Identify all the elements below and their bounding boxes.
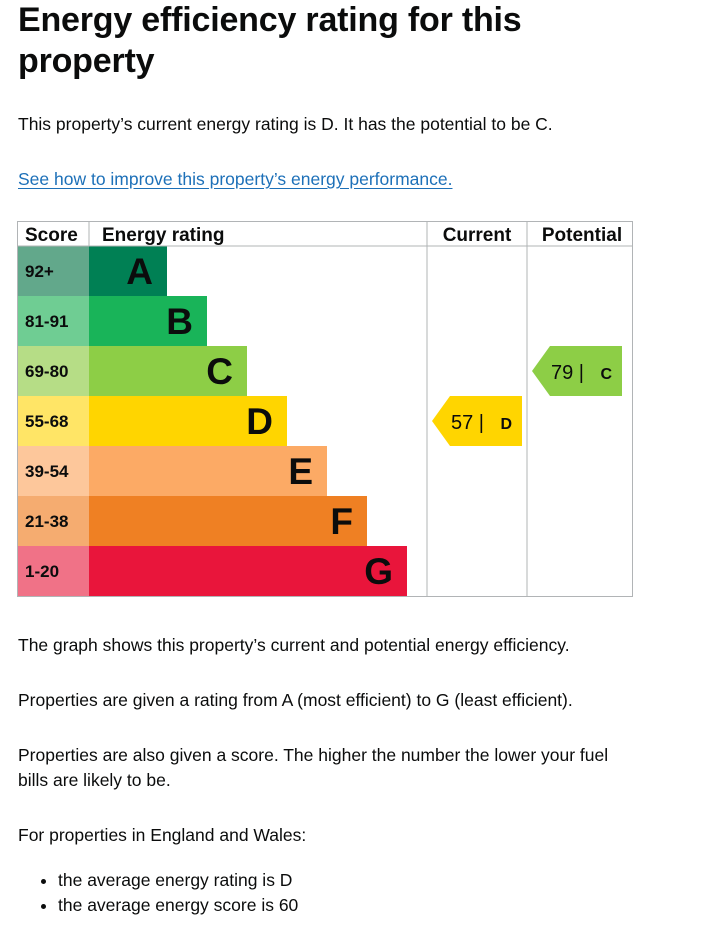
- graph-description: The graph shows this property’s current …: [18, 635, 570, 655]
- rating-letter-c: C: [206, 351, 233, 392]
- score-cell-d: [17, 396, 89, 446]
- score-range-b: 81-91: [25, 312, 68, 331]
- chart-border: [17, 221, 633, 597]
- rating-letter-g: G: [364, 551, 393, 592]
- score-range-e: 39-54: [25, 462, 69, 481]
- rating-letter-d: D: [246, 401, 273, 442]
- rating-bar-f: [89, 496, 367, 546]
- rating-summary: This property’s current energy rating is…: [18, 114, 553, 134]
- potential-arrow: [532, 346, 622, 396]
- rating-bar-e: [89, 446, 327, 496]
- epc-chart-svg: Score Energy rating Current Potential 92+ A 81…: [17, 221, 633, 597]
- rating-letter-b: B: [166, 301, 193, 342]
- current-band: D: [500, 416, 512, 433]
- rating-bar-g: [89, 546, 407, 596]
- improve-energy-link[interactable]: See how to improve this property’s energ…: [18, 169, 453, 189]
- potential-band: C: [600, 366, 612, 383]
- score-explanation: Properties are also given a score. The h…: [18, 745, 609, 790]
- england-wales-intro: For properties in England and Wales:: [18, 825, 307, 845]
- current-arrow: [432, 396, 522, 446]
- potential-score: 79 |: [551, 362, 584, 384]
- header-energy-rating: Energy rating: [102, 225, 224, 246]
- rating-bar-c: [89, 346, 247, 396]
- score-range-f: 21-38: [25, 512, 68, 531]
- score-range-a: 92+: [25, 262, 54, 281]
- rating-bar-b: [89, 296, 207, 346]
- score-cell-e: [17, 446, 89, 496]
- epc-rating-chart: Score Energy rating Current Potential 92+ A 81…: [17, 221, 633, 597]
- rating-letter-a: A: [126, 251, 153, 292]
- average-score-item: the average energy score is 60: [58, 893, 298, 918]
- header-current: Current: [443, 225, 512, 246]
- score-range-d: 55-68: [25, 412, 68, 431]
- score-cell-f: [17, 496, 89, 546]
- score-cell-b: [17, 296, 89, 346]
- averages-list: the average energy rating is D the avera…: [18, 868, 298, 918]
- rating-bar-a: [89, 246, 167, 296]
- rating-range-text: Properties are given a rating from A (mo…: [18, 690, 573, 710]
- rating-bar-d: [89, 396, 287, 446]
- current-score: 57 |: [451, 412, 484, 434]
- header-score: Score: [25, 225, 78, 246]
- page-title: Energy efficiency rating for this proper…: [18, 1, 522, 80]
- score-cell-c: [17, 346, 89, 396]
- score-range-c: 69-80: [25, 362, 68, 381]
- score-cell-a: [17, 246, 89, 296]
- header-potential: Potential: [542, 225, 622, 246]
- average-rating-item: the average energy rating is D: [58, 868, 298, 893]
- rating-letter-e: E: [288, 451, 313, 492]
- rating-letter-f: F: [330, 501, 353, 542]
- score-range-g: 1-20: [25, 562, 59, 581]
- score-cell-g: [17, 546, 89, 596]
